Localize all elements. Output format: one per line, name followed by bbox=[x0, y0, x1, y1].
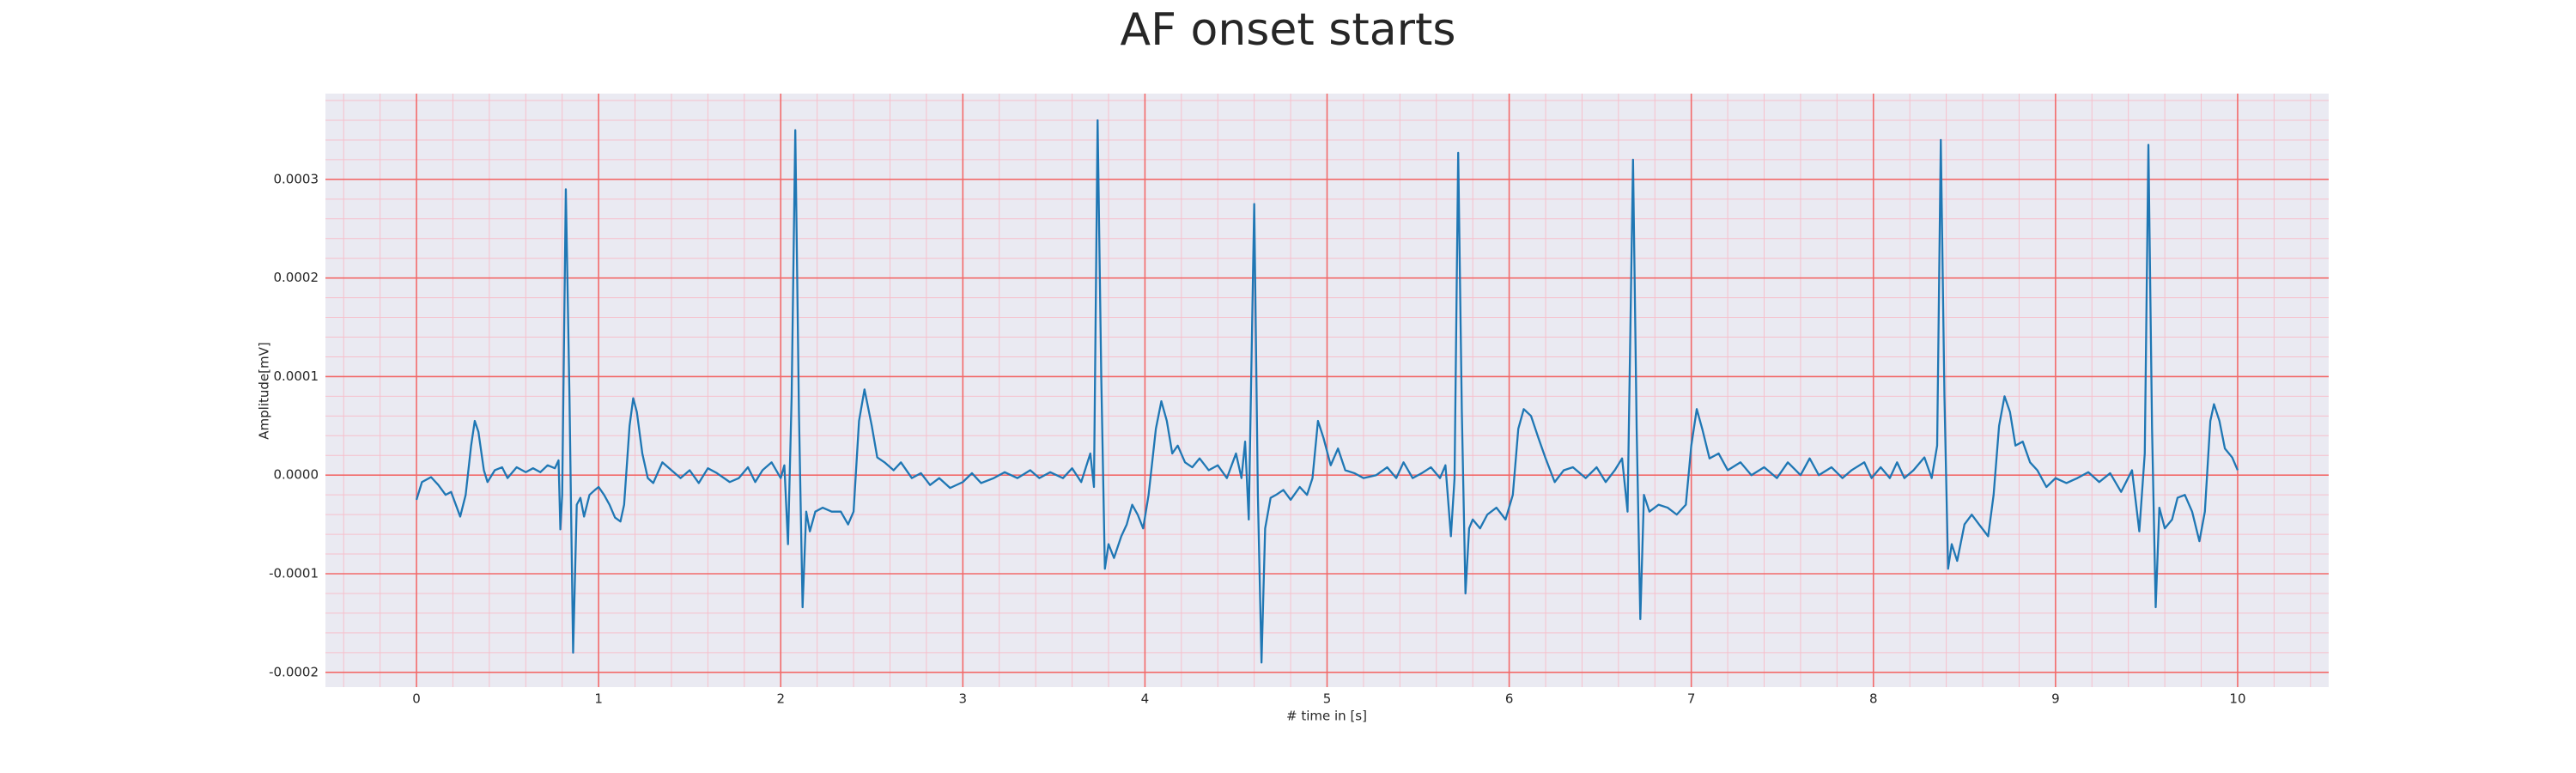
chart-title: AF onset starts bbox=[1121, 4, 1456, 56]
x-tick-label: 6 bbox=[1505, 691, 1514, 707]
y-tick-label: -0.0002 bbox=[269, 664, 319, 679]
y-tick-label: 0.0001 bbox=[274, 368, 319, 384]
x-tick-label: 3 bbox=[959, 691, 968, 707]
y-tick-label: 0.0002 bbox=[274, 270, 319, 285]
x-tick-label: 9 bbox=[2051, 691, 2060, 707]
grid bbox=[325, 94, 2329, 687]
x-tick-label: 8 bbox=[1869, 691, 1878, 707]
x-tick-label: 4 bbox=[1141, 691, 1150, 707]
x-axis-label: # time in [s] bbox=[1286, 709, 1367, 724]
x-tick-label: 0 bbox=[412, 691, 421, 707]
x-tick-label: 1 bbox=[594, 691, 603, 707]
signal-line bbox=[415, 119, 2239, 664]
x-tick-label: 5 bbox=[1323, 691, 1332, 707]
x-tick-label: 2 bbox=[776, 691, 785, 707]
y-axis-label: Amplitude[mV] bbox=[257, 342, 272, 439]
x-tick-label: 10 bbox=[2229, 691, 2245, 707]
marks bbox=[415, 119, 2239, 664]
y-tick-label: 0.0000 bbox=[274, 467, 319, 483]
y-tick-label: 0.0003 bbox=[274, 171, 319, 186]
x-tick-label: 7 bbox=[1687, 691, 1696, 707]
y-tick-label: -0.0001 bbox=[269, 565, 319, 581]
